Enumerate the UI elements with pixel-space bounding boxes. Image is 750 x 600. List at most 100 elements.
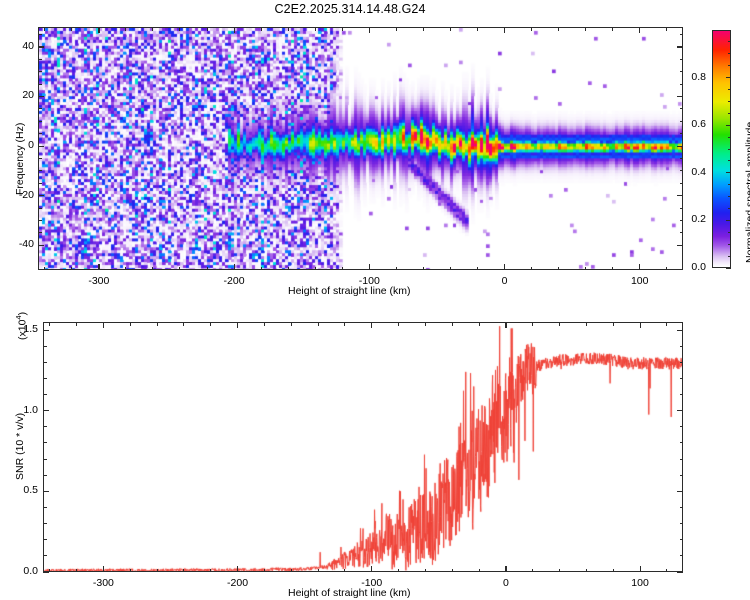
snr-y-minor-tick-right bbox=[679, 345, 683, 347]
colorbar-tick bbox=[726, 267, 731, 269]
snr-x-minor-tick-top bbox=[210, 322, 212, 326]
spectrogram-y-tick bbox=[38, 46, 44, 48]
snr-multiplier-base: (x10 bbox=[16, 319, 29, 340]
snr-y-minor-tick bbox=[43, 506, 47, 508]
spectrogram-y-minor-tick-right bbox=[679, 157, 683, 159]
spectrogram-x-minor-tick bbox=[476, 266, 478, 270]
snr-x-minor-tick-top bbox=[559, 322, 561, 326]
snr-x-minor-tick-top bbox=[344, 322, 346, 326]
spectrogram-y-minor-tick-right bbox=[679, 58, 683, 60]
colorbar-tick bbox=[726, 172, 731, 174]
spectrogram-x-minor-tick bbox=[341, 266, 343, 270]
snr-y-minor-tick bbox=[43, 458, 47, 460]
snr-canvas bbox=[44, 323, 682, 571]
colorbar-minor-tick bbox=[728, 100, 731, 102]
colorbar-minor-tick bbox=[728, 89, 731, 90]
colorbar-minor-tick bbox=[728, 243, 731, 245]
snr-y-tick-right bbox=[677, 571, 683, 573]
spectrogram-x-tick-label: 0 bbox=[501, 275, 508, 287]
spectrogram-x-minor-tick-top bbox=[531, 27, 533, 31]
snr-y-minor-tick-right bbox=[679, 523, 683, 525]
spectrogram-x-minor-tick bbox=[558, 266, 560, 270]
spectrogram-y-tick-right bbox=[677, 46, 683, 48]
spectrogram-y-minor-tick-right bbox=[679, 182, 683, 184]
spectrogram-x-tick bbox=[368, 264, 370, 270]
spectrogram-y-minor-tick bbox=[38, 133, 42, 135]
spectrogram-y-minor-tick bbox=[38, 108, 42, 110]
spectrogram-x-minor-tick bbox=[206, 266, 208, 270]
spectrogram-x-minor-tick bbox=[287, 266, 289, 270]
snr-x-minor-tick bbox=[585, 568, 587, 572]
snr-x-minor-tick bbox=[344, 568, 346, 572]
spectrogram-y-axis-label: Frequency (Hz) bbox=[14, 122, 26, 195]
spectrogram-x-minor-tick-top bbox=[179, 27, 181, 31]
spectrogram-x-minor-tick bbox=[422, 266, 424, 270]
snr-x-minor-tick-top bbox=[49, 322, 51, 326]
snr-x-minor-tick bbox=[532, 568, 534, 572]
spectrogram-x-minor-tick bbox=[260, 266, 262, 270]
snr-y-minor-tick bbox=[43, 394, 47, 396]
snr-x-minor-tick bbox=[263, 568, 265, 572]
snr-y-minor-tick bbox=[43, 377, 47, 379]
spectrogram-y-minor-tick bbox=[38, 120, 42, 122]
colorbar-tick bbox=[726, 219, 731, 221]
snr-x-tick-label: 0 bbox=[502, 577, 509, 589]
snr-x-minor-tick-top bbox=[183, 322, 185, 326]
spectrogram-x-tick bbox=[504, 264, 506, 270]
snr-y-minor-tick-right bbox=[679, 442, 683, 444]
spectrogram-x-minor-tick bbox=[531, 266, 533, 270]
spectrogram-y-minor-tick-right bbox=[679, 83, 683, 85]
snr-x-axis-label: Height of straight line (km) bbox=[288, 587, 411, 599]
spectrogram-y-tick-right bbox=[677, 145, 683, 147]
spectrogram-x-minor-tick-top bbox=[314, 27, 316, 31]
snr-x-tick-top bbox=[639, 322, 641, 328]
colorbar-minor-tick bbox=[728, 148, 731, 150]
snr-y-tick-label: 0.0 bbox=[23, 565, 38, 577]
snr-x-minor-tick bbox=[478, 568, 480, 572]
spectrogram-y-tick-right bbox=[677, 244, 683, 246]
spectrogram-y-minor-tick-right bbox=[679, 207, 683, 209]
spectrogram-x-minor-tick bbox=[152, 266, 154, 270]
snr-y-tick bbox=[43, 490, 49, 493]
snr-x-tick bbox=[102, 566, 105, 572]
spectrogram-x-minor-tick-top bbox=[341, 27, 343, 31]
colorbar-minor-tick bbox=[728, 112, 731, 114]
spectrogram-x-minor-tick-top bbox=[449, 27, 451, 31]
spectrogram-y-minor-tick bbox=[38, 83, 42, 85]
spectrogram-x-minor-tick bbox=[585, 266, 587, 270]
spectrogram-y-minor-tick bbox=[38, 182, 42, 184]
snr-x-tick-label: -300 bbox=[92, 577, 114, 589]
spectrogram-x-minor-tick-top bbox=[612, 27, 614, 31]
snr-x-minor-tick-top bbox=[398, 322, 400, 326]
spectrogram-x-minor-tick-top bbox=[558, 27, 560, 31]
snr-y-minor-tick-right bbox=[679, 458, 683, 460]
spectrogram-y-tick-right bbox=[677, 95, 683, 98]
colorbar-minor-tick bbox=[728, 184, 731, 186]
colorbar-minor-tick bbox=[728, 53, 731, 55]
snr-y-minor-tick-right bbox=[679, 377, 683, 379]
snr-x-minor-tick-top bbox=[129, 322, 131, 326]
spectrogram-x-minor-tick-top bbox=[422, 27, 424, 31]
snr-x-tick bbox=[237, 566, 239, 572]
spectrogram-x-tick bbox=[233, 264, 235, 270]
spectrogram-plot-area bbox=[39, 28, 682, 269]
spectrogram-x-minor-tick-top bbox=[152, 27, 154, 31]
snr-y-minor-tick bbox=[43, 361, 47, 363]
snr-x-tick-label: -200 bbox=[227, 577, 249, 589]
colorbar-tick bbox=[726, 124, 731, 126]
spectrogram-x-minor-tick-top bbox=[395, 27, 397, 31]
spectrogram-y-tick-label: 40 bbox=[22, 39, 34, 52]
spectrogram-y-minor-tick-right bbox=[679, 133, 683, 135]
snr-multiplier-close: ) bbox=[16, 311, 29, 316]
snr-y-tick-right bbox=[677, 329, 683, 331]
spectrogram-y-minor-tick-right bbox=[679, 170, 683, 172]
spectrogram-y-minor-tick bbox=[38, 232, 42, 234]
snr-y-minor-tick-right bbox=[679, 361, 683, 363]
colorbar-minor-tick bbox=[728, 196, 731, 198]
snr-x-minor-tick-top bbox=[666, 322, 668, 326]
snr-x-minor-tick-top bbox=[317, 322, 319, 326]
snr-y-tick-label: 1.5 bbox=[23, 323, 38, 336]
snr-x-minor-tick bbox=[129, 568, 131, 572]
snr-x-minor-tick-top bbox=[451, 322, 453, 326]
snr-x-tick-label: 100 bbox=[631, 577, 649, 589]
